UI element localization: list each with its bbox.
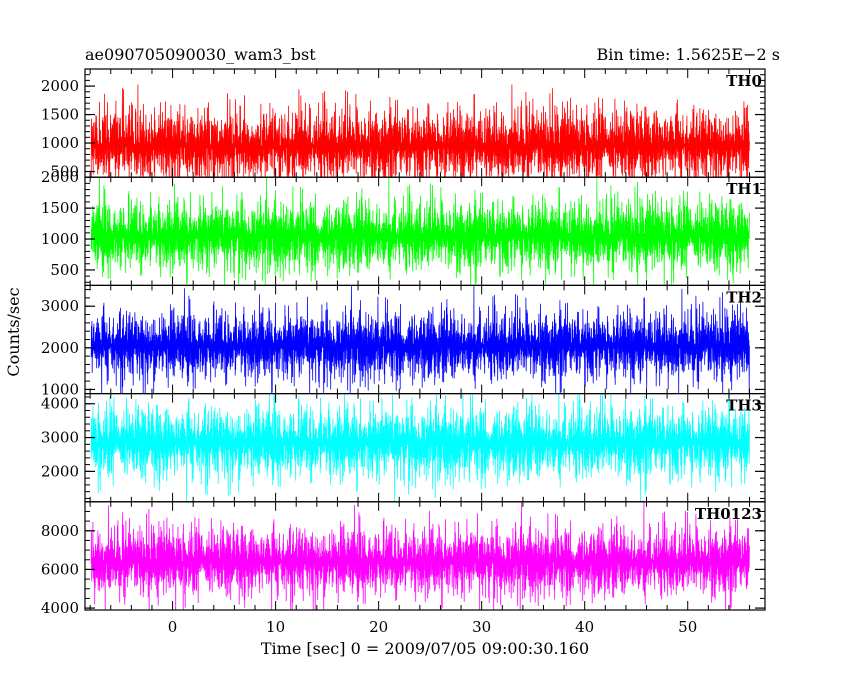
y-tick-label: 2000 <box>41 339 79 357</box>
y-tick-label: 1500 <box>41 199 79 217</box>
panel-label-th0123: TH0123 <box>695 505 762 523</box>
panel-th0: 500 1000 1500 2000 TH0 <box>41 68 766 181</box>
y-tick-label: 500 <box>50 163 79 181</box>
y-axis-title: Counts/sec <box>4 287 23 376</box>
x-tick-label: 0 <box>168 618 178 636</box>
panel-th0123: 4000 6000 8000 TH0123 <box>41 501 766 617</box>
y-tick-label: 1500 <box>41 106 79 124</box>
panel-label-th1: TH1 <box>726 180 762 198</box>
x-tick-label: 10 <box>266 618 285 636</box>
series-trace-th0123 <box>90 501 750 610</box>
panel-label-th0: TH0 <box>726 72 762 90</box>
y-tick-label: 4000 <box>41 599 79 617</box>
y-tick-label: 2000 <box>41 77 79 95</box>
y-tick-label: 1000 <box>41 230 79 248</box>
x-axis-title: Time [sec] 0 = 2009/07/05 09:00:30.160 <box>261 639 589 658</box>
y-tick-label: 3000 <box>41 429 79 447</box>
x-tick-label: 30 <box>472 618 491 636</box>
series-trace-th0 <box>90 84 750 178</box>
panel-frame <box>84 501 766 611</box>
bin-time-label: Bin time: 1.5625E−2 s <box>597 45 780 64</box>
x-axis: 0 10 20 30 40 50 <box>168 618 697 636</box>
y-tick-label: 2000 <box>41 462 79 480</box>
y-tick-label: 2000 <box>41 168 79 186</box>
y-tick-label: 1000 <box>41 380 79 398</box>
y-tick-label: 4000 <box>41 395 79 413</box>
panel-label-th3: TH3 <box>726 397 762 415</box>
panels-group: 500 1000 1500 2000 TH0 500 1000 1500 2000 TH1 1000… <box>41 68 766 617</box>
panel-label-th2: TH2 <box>726 288 762 306</box>
x-tick-label: 40 <box>575 618 594 636</box>
y-tick-label: 3000 <box>41 297 79 315</box>
x-tick-label: 20 <box>369 618 388 636</box>
chart-title: ae090705090030_wam3_bst <box>85 45 316 64</box>
panel-th1: 500 1000 1500 2000 TH1 <box>41 168 766 286</box>
x-tick-label: 50 <box>678 618 697 636</box>
y-tick-label: 1000 <box>41 134 79 152</box>
series-trace-th3 <box>90 393 750 502</box>
panel-th2: 1000 2000 3000 TH2 <box>41 284 766 398</box>
y-tick-label: 8000 <box>41 522 79 540</box>
y-tick-label: 500 <box>50 261 79 279</box>
y-tick-label: 6000 <box>41 560 79 578</box>
panel-th3: 2000 3000 4000 TH3 <box>41 393 766 503</box>
series-trace-th2 <box>90 285 750 394</box>
series-trace-th1 <box>90 177 750 286</box>
